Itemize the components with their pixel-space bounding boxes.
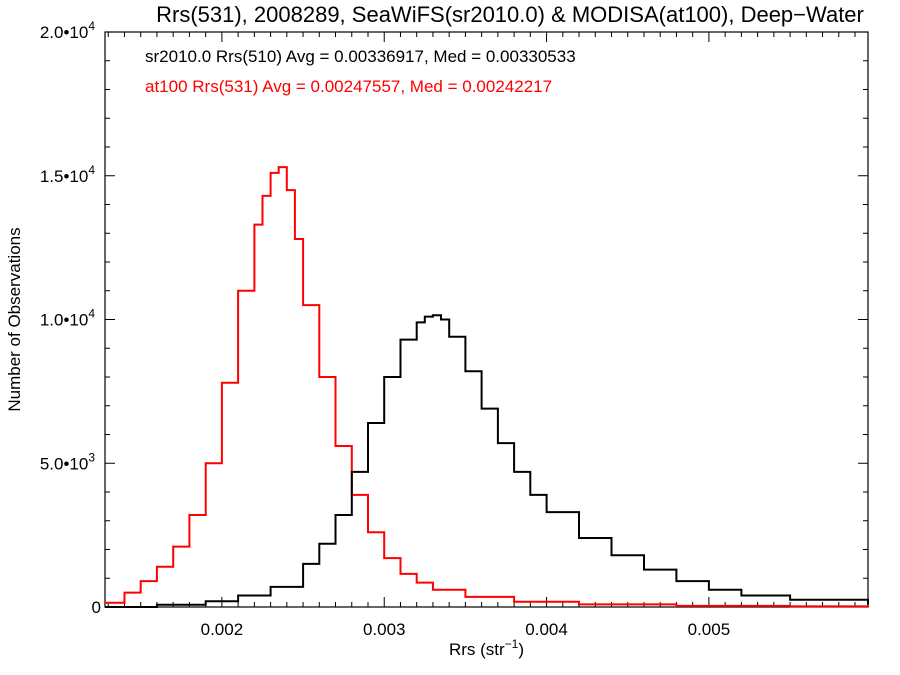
x-axis: 0.002 0.003 0.004 0.005 [107,32,856,639]
plot-border [104,31,869,608]
series-layer [105,166,869,608]
y-axis-label: Number of Observations [5,227,24,411]
y-tick-label: 0 [92,598,101,617]
y-tick-label: 1.0•104 [40,307,96,330]
x-tick-label: 0.003 [363,620,406,639]
y-tick-label: 5.0•103 [40,450,96,473]
x-tick-label: 0.002 [201,620,244,639]
series-line-0 [105,166,869,608]
y-axis: 0 5.0•103 1.0•104 1.5•104 2.0•104 [40,19,868,617]
legend-annotation-1: at100 Rrs(531) Avg = 0.00247557, Med = 0… [145,77,552,96]
y-tick-label: 2.0•104 [40,19,96,42]
chart-title: Rrs(531), 2008289, SeaWiFS(sr2010.0) & M… [156,2,864,27]
legend-annotation-0: sr2010.0 Rrs(510) Avg = 0.00336917, Med … [145,47,576,66]
x-axis-label: Rrs (str−1) [449,637,524,659]
x-tick-label: 0.005 [688,620,731,639]
y-tick-label: 1.5•104 [40,163,96,186]
annotations: sr2010.0 Rrs(510) Avg = 0.00336917, Med … [145,47,576,96]
x-tick-label: 0.004 [525,620,568,639]
series-line-1 [105,314,869,608]
plot-frame [104,31,869,608]
